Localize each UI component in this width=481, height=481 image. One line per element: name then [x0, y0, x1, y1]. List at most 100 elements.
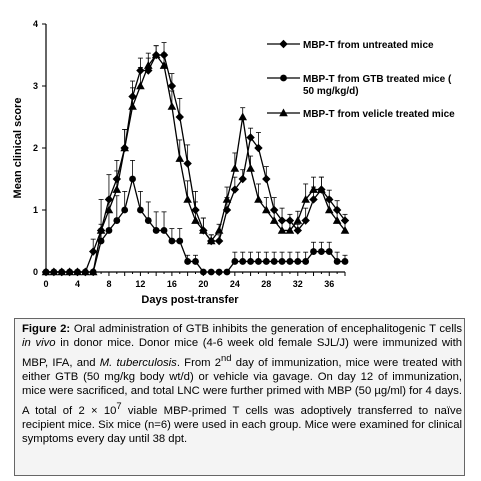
caption-text-4: day of immunization, mice were treated w… [22, 356, 462, 417]
legend-entry-line: 50 mg/kg/d) [303, 86, 359, 97]
data-point-diamond [191, 205, 200, 215]
data-point-triangle [128, 101, 137, 110]
data-point-circle [302, 258, 310, 265]
data-point-triangle [293, 216, 303, 224]
x-tick-label: 24 [230, 279, 240, 289]
data-point-circle [255, 258, 262, 265]
data-point-circle [97, 237, 105, 245]
x-tick-label: 20 [198, 279, 208, 289]
caption-sup-1: nd [221, 351, 232, 363]
data-point-diamond [309, 195, 318, 204]
data-point-circle [286, 258, 294, 265]
data-point-diamond [238, 174, 247, 184]
data-point-triangle [222, 194, 232, 203]
data-point-diamond [293, 226, 302, 235]
data-point-circle [113, 217, 121, 224]
legend-entry-line: MBP-T from GTB treated mice ( [303, 74, 452, 85]
data-point-triangle [191, 216, 200, 224]
legend-entry-1: MBP-T from untreated mice [303, 40, 434, 51]
data-point-diamond [269, 205, 279, 215]
data-point-circle [129, 175, 136, 183]
caption-text-3: . From 2 [176, 356, 222, 369]
data-point-triangle [96, 225, 106, 234]
data-point-circle [317, 248, 325, 255]
data-point-diamond [246, 133, 255, 142]
axes [42, 23, 346, 276]
y-tick-label: 0 [33, 267, 38, 277]
data-point-diamond [175, 112, 184, 122]
x-tick-label: 0 [43, 279, 48, 289]
y-axis-label: Mean clinical score [12, 98, 24, 199]
data-point-circle [325, 248, 333, 255]
figure-caption: Figure 2: Oral administration of GTB inh… [22, 322, 462, 447]
data-point-circle [137, 206, 144, 214]
legend-entry-2: MBP-T from GTB treated mice (50 mg/kg/d) [303, 74, 452, 97]
data-point-circle [247, 258, 254, 265]
data-point-circle [176, 237, 184, 245]
legend-entry-3: MBP-T from velicle treated mice [303, 109, 455, 120]
caption-text-5: viable MBP-primed T cells was adoptively… [22, 404, 462, 446]
data-point-triangle [324, 205, 334, 214]
data-point-circle [121, 206, 129, 214]
data-point-diamond [104, 195, 114, 204]
data-point-triangle [104, 205, 114, 214]
caption-sup-2: 7 [116, 399, 122, 411]
y-tick-label: 3 [33, 81, 38, 91]
data-point-triangle [214, 225, 224, 234]
legend-marker-diamond [279, 39, 288, 49]
data-point-circle [223, 268, 231, 276]
data-markers [41, 50, 350, 277]
data-point-triangle [41, 267, 51, 276]
data-point-triangle [254, 194, 263, 203]
caption-italic-1: in vivo [22, 337, 56, 350]
data-point-triangle [167, 101, 177, 110]
data-point-circle [199, 268, 207, 276]
data-point-diamond [230, 185, 240, 194]
data-point-circle [262, 258, 270, 265]
legend-marker-triangle [279, 108, 288, 117]
data-point-circle [294, 258, 302, 265]
x-tick-label: 12 [135, 279, 145, 289]
data-point-triangle [183, 194, 192, 203]
x-tick-label: 36 [324, 279, 334, 289]
data-point-triangle [199, 225, 208, 234]
data-point-triangle [332, 216, 342, 224]
caption-italic-2: M. tuberculosis [99, 356, 177, 369]
data-point-circle [160, 227, 168, 234]
data-point-circle [192, 258, 199, 265]
y-tick-label: 4 [33, 19, 38, 29]
error-bars [90, 42, 348, 262]
data-point-diamond [136, 66, 145, 75]
data-point-diamond [112, 174, 122, 184]
data-point-triangle [230, 163, 240, 172]
data-point-diamond [167, 81, 177, 91]
x-axis-label: Days post-transfer [141, 294, 239, 306]
data-point-circle [333, 258, 341, 265]
data-point-diamond [301, 216, 310, 225]
x-tick-label: 28 [261, 279, 271, 289]
data-point-triangle [269, 216, 279, 224]
data-point-diamond [183, 159, 192, 168]
legend-entry-line: MBP-T from untreated mice [303, 40, 434, 51]
data-point-triangle [206, 236, 216, 245]
data-point-triangle [159, 61, 169, 69]
data-point-triangle [112, 185, 122, 193]
data-point-diamond [277, 216, 287, 225]
data-point-triangle [81, 267, 90, 276]
data-point-diamond [285, 216, 295, 225]
data-point-triangle [301, 194, 310, 203]
data-point-triangle [175, 154, 185, 162]
data-point-triangle [277, 225, 287, 234]
data-point-diamond [254, 143, 263, 153]
caption-label: Figure 2: [22, 323, 71, 335]
caption-text-2: in donor mice. Donor mice (4-6 week old … [22, 337, 462, 369]
legend-marker-circle [280, 74, 287, 82]
data-point-triangle [88, 267, 98, 276]
data-point-diamond [214, 236, 224, 246]
data-point-diamond [325, 195, 334, 204]
data-point-diamond [159, 50, 169, 60]
data-point-triangle [285, 225, 295, 234]
data-point-circle [105, 227, 113, 234]
